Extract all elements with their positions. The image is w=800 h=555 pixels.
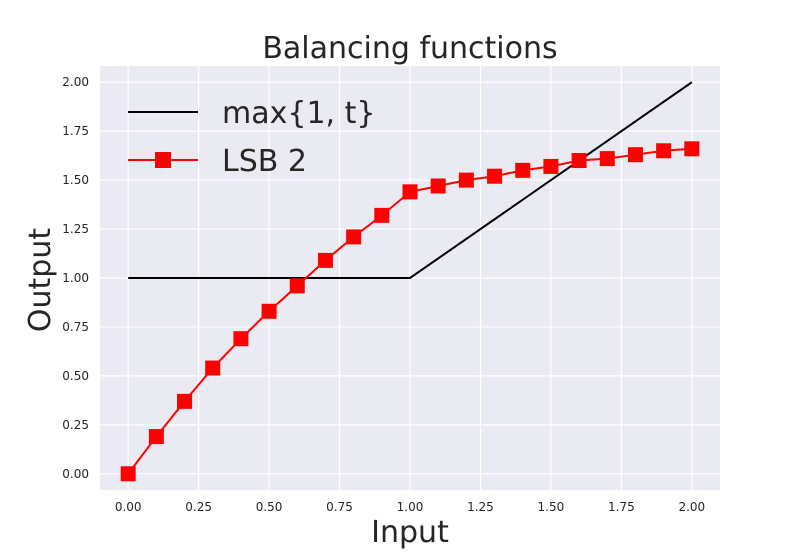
x-tick-label: 0.25 (185, 500, 212, 514)
x-tick-label: 1.75 (608, 500, 635, 514)
x-tick-label: 0.00 (115, 500, 142, 514)
legend-label-lsb2: LSB 2 (222, 144, 307, 179)
x-tick-label: 0.50 (256, 500, 283, 514)
data-point (515, 162, 531, 178)
series-line-0 (128, 81, 693, 279)
data-point (317, 252, 333, 268)
tick-labels: 0.00 0.25 0.50 0.75 1.00 1.25 1.50 1.75 2.00 0.00… (62, 75, 705, 514)
y-tick-label: 1.75 (62, 124, 89, 138)
chart-title: Balancing functions (262, 31, 557, 66)
data-point (458, 172, 474, 188)
y-tick-label: 1.00 (62, 271, 89, 285)
data-point (205, 360, 221, 376)
y-axis-label: Output (23, 228, 58, 332)
data-point (261, 303, 277, 319)
data-point (543, 158, 559, 174)
data-point (430, 178, 446, 194)
x-tick-label: 1.25 (467, 500, 494, 514)
data-point (120, 466, 136, 482)
x-tick-label: 0.75 (326, 500, 353, 514)
data-point (684, 141, 700, 157)
data-point (374, 207, 390, 223)
x-axis-label: Input (371, 515, 449, 550)
x-tick-label: 1.00 (397, 500, 424, 514)
y-tick-label: 1.50 (62, 173, 89, 187)
data-point (627, 147, 643, 163)
y-tick-label: 1.25 (62, 222, 89, 236)
legend-label-max: max{1, t} (222, 96, 375, 131)
data-point (571, 153, 587, 169)
series-group (120, 81, 700, 482)
x-tick-label: 2.00 (678, 500, 705, 514)
y-tick-label: 0.50 (62, 369, 89, 383)
data-point (346, 229, 362, 245)
data-point (599, 151, 615, 167)
data-point (656, 143, 672, 159)
data-point (487, 168, 503, 184)
data-point (402, 184, 418, 200)
y-tick-label: 0.00 (62, 467, 89, 481)
legend: max{1, t} LSB 2 (128, 96, 375, 179)
y-tick-label: 0.75 (62, 320, 89, 334)
y-tick-label: 2.00 (62, 75, 89, 89)
data-point (289, 278, 305, 294)
legend-marker-lsb2 (155, 152, 171, 168)
data-point (177, 393, 193, 409)
data-point (148, 429, 164, 445)
y-tick-label: 0.25 (62, 418, 89, 432)
x-tick-label: 1.50 (538, 500, 565, 514)
data-point (233, 331, 249, 347)
